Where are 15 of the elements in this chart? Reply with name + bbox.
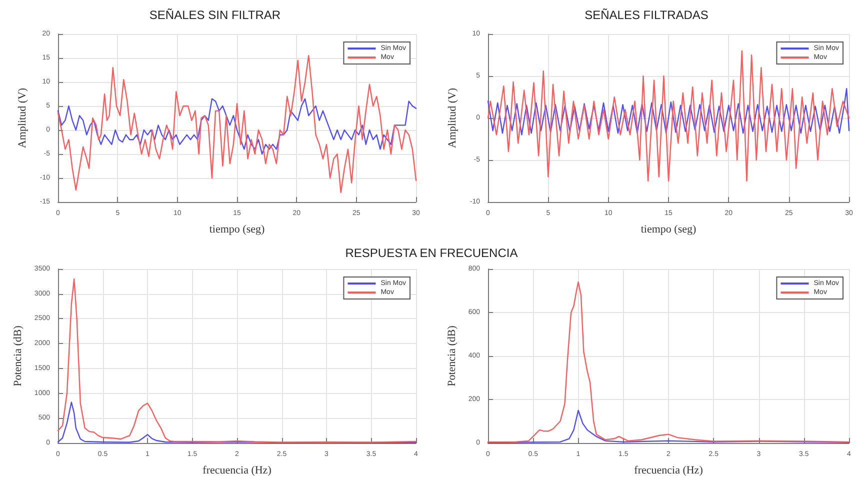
x-axis-title: frecuencia (Hz): [202, 464, 272, 476]
y-axis-title: Potencia (dB): [446, 325, 458, 386]
chart-title: SEÑALES SIN FILTRAR: [149, 8, 281, 22]
line-series: [57, 98, 417, 155]
y-axis-title: Amplitud (V): [16, 88, 28, 148]
y-axis-title: Potencia (dB): [12, 325, 24, 386]
y-axis-title: Amplitud (V): [446, 88, 458, 148]
x-axis-title: tiempo (seg): [640, 224, 696, 236]
line-series: [487, 88, 850, 136]
chart-title: SEÑALES FILTRADAS: [584, 8, 708, 22]
x-axis-title: frecuencia (Hz): [634, 464, 704, 476]
x-axis-title: tiempo (seg): [209, 224, 265, 236]
line-series: [487, 50, 850, 182]
line-series: [57, 55, 417, 193]
chart-title: RESPUESTA EN FRECUENCIA: [344, 246, 519, 260]
